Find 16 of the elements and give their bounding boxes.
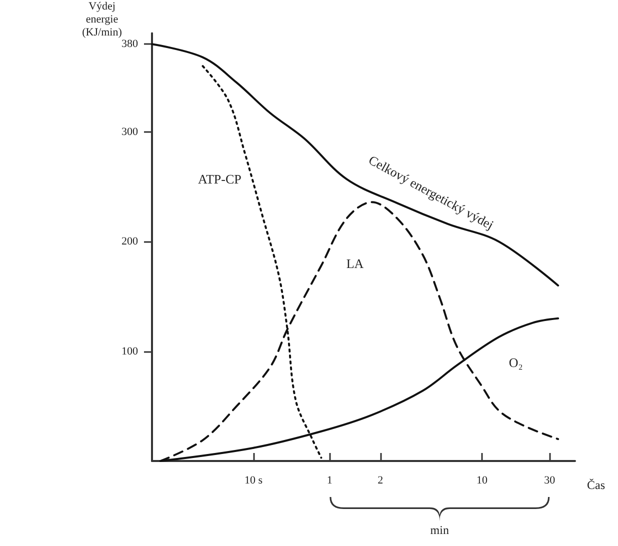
x-tick-label: 1 — [326, 474, 332, 486]
x-tick-label: 10 s — [244, 474, 263, 486]
line-series — [151, 43, 560, 286]
y-tick-label: 300 — [122, 126, 138, 138]
series-label: O₂ — [508, 354, 523, 370]
text: min — [430, 523, 449, 538]
series-label: ATP-CP — [198, 172, 242, 187]
x-tick-label: 2 — [378, 474, 384, 486]
x-axis-title: Čas — [587, 478, 606, 492]
y-axis-title: Výdej energie (KJ/min) — [82, 0, 122, 38]
x-tick-label: 10 — [476, 474, 488, 486]
y-tick-label: 100 — [122, 345, 138, 358]
y-tick-label: 200 — [122, 236, 138, 248]
y-tick-label: 380 — [122, 38, 138, 50]
series-label: LA — [346, 256, 364, 272]
x-tick-label: 30 — [544, 474, 556, 486]
